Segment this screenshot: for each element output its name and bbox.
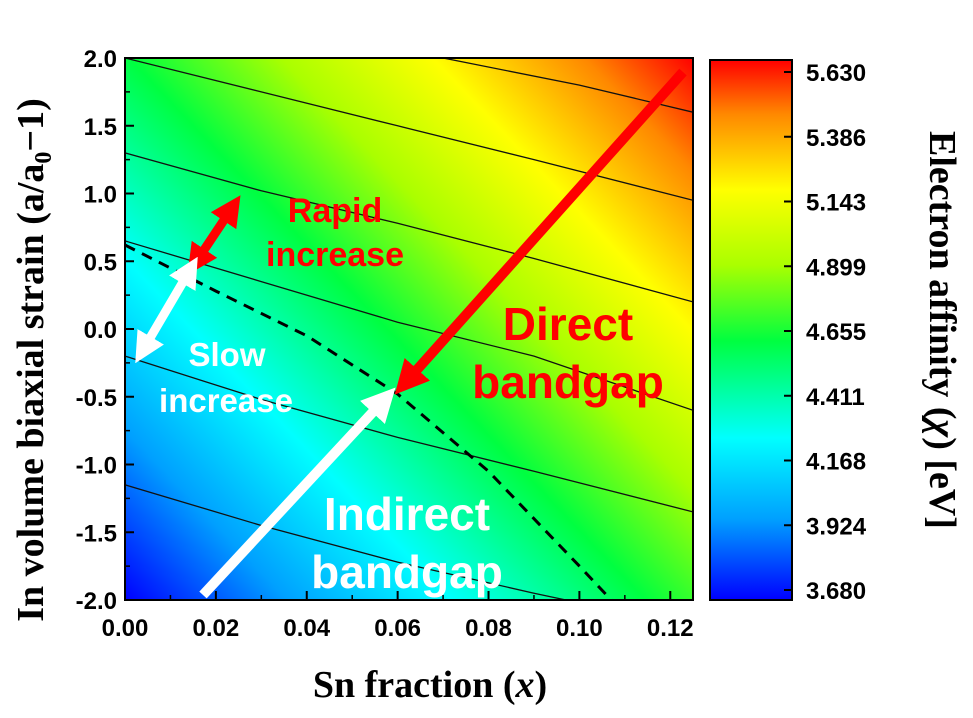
x-tick-label: 0.08 [465,615,512,642]
slow-label-line1: Slow [188,336,265,373]
direct-label-line2: bandgap [472,356,664,408]
x-tick-label: 0.12 [647,615,694,642]
colorbar-tick-label: 4.411 [806,384,865,411]
colorbar-tick-label: 5.630 [806,60,866,87]
contour-lines [125,58,693,600]
y-tick-label: 0.0 [84,317,117,344]
contour-line-6 [440,58,693,113]
rapid-label-line1: Rapid [288,192,382,230]
slow-increase-arrow [135,256,198,364]
y-tick-label: -1.5 [76,520,117,547]
contour-line-2 [125,355,693,513]
colorbar [709,59,793,601]
x-axis-title: Sn fraction (x) [313,664,547,706]
indirect-bandgap-arrow [199,387,396,599]
colorbar-tick-label: 3.680 [806,578,866,605]
slow-label-line2: increase [159,382,293,419]
indirect-label-line1: Indirect [324,488,490,540]
x-axis: 0.00 0.02 0.04 0.06 0.08 0.10 0.12 [102,591,694,642]
x-tick-label: 0.06 [374,615,421,642]
heatmap-field [125,58,693,600]
colorbar-tick-label: 5.386 [806,125,866,152]
colorbar-ticks: 5.630 5.386 5.143 4.899 4.655 4.411 4.168 3.924… [784,60,867,605]
colorbar-tick-label: 5.143 [806,190,866,217]
y-tick-label: 2.0 [84,46,117,73]
y-tick-label: 1.5 [84,114,117,141]
y-tick-label: 0.5 [84,249,117,276]
y-tick-label: -1.0 [76,453,117,480]
y-tick-label: 1.0 [84,182,117,209]
x-tick-label: 0.02 [193,615,240,642]
colorbar-tick-label: 3.924 [806,513,867,540]
colorbar-tick-label: 4.899 [806,254,866,281]
indirect-label-line2: bandgap [311,546,503,598]
direct-label-line1: Direct [503,298,633,350]
x-tick-label: 0.04 [283,615,330,642]
x-tick-label: 0.10 [556,615,603,642]
y-axis-title: In volume biaxial strain (a/a0−1) [10,98,57,621]
colorbar-title: Electron affinity (χ) [eV] [921,131,963,529]
contour-line-4 [125,152,693,303]
rapid-increase-arrow [187,195,241,275]
y-tick-label: -2.0 [76,588,117,615]
y-tick-label: -0.5 [76,385,117,412]
contour-line-1 [125,484,570,600]
colorbar-tick-label: 4.655 [806,319,866,346]
y-axis: 2.0 1.5 1.0 0.5 0.0 -0.5 -1.0 -1.5 -2.0 [76,46,134,615]
direct-bandgap-arrow [394,68,687,395]
rapid-label-line2: increase [266,236,404,274]
x-tick-label: 0.00 [102,615,149,642]
colorbar-tick-label: 4.168 [806,449,866,476]
